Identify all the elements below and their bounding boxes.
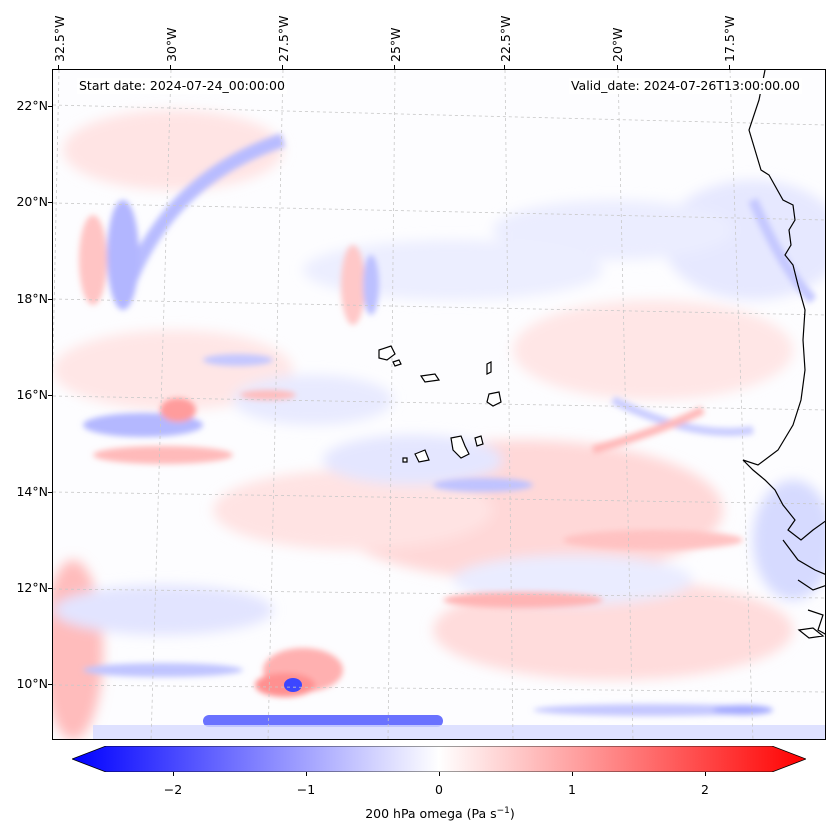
- lon-tick-label: 22.5°W: [498, 15, 513, 62]
- colorbar-tick-mark: [705, 772, 706, 776]
- colorbar-tick-mark: [439, 772, 440, 776]
- colorbar-tick-label: 1: [568, 782, 576, 797]
- lat-tick-label: 14°N: [16, 484, 48, 499]
- colorbar-tick-mark: [306, 772, 307, 776]
- lon-tick-mark: [504, 65, 505, 69]
- omega-sharp-features: [79, 133, 817, 716]
- omega-field-map: [53, 70, 825, 739]
- coastline: [742, 70, 825, 635]
- colorbar-title-exponent: −1: [496, 806, 510, 816]
- lat-tick-label: 20°N: [16, 194, 48, 209]
- lat-tick-label: 22°N: [16, 98, 48, 113]
- lon-tick-label: 27.5°W: [276, 15, 291, 62]
- colorbar-tick-label: −2: [163, 782, 183, 797]
- lat-tick-label: 18°N: [16, 291, 48, 306]
- valid-date-label: Valid_date: 2024-07-26T13:00:00.00: [568, 78, 802, 94]
- lat-tick-label: 10°N: [16, 676, 48, 691]
- strong-ascent-spot: [284, 678, 302, 692]
- colorbar-tick-label: 2: [701, 782, 709, 797]
- lon-tick-label: 30°W: [164, 27, 179, 62]
- ascent-band-south: [203, 715, 443, 727]
- colorbar-tick-mark: [173, 772, 174, 776]
- lon-tick-mark: [617, 65, 618, 69]
- lat-tick-mark: [48, 299, 52, 300]
- lon-tick-mark: [58, 65, 59, 69]
- map-panel[interactable]: [52, 69, 826, 740]
- start-date-label: Start date: 2024-07-24_00:00:00: [77, 78, 287, 94]
- lat-tick-mark: [48, 492, 52, 493]
- colorbar-tick-label: −1: [296, 782, 316, 797]
- lon-tick-label: 32.5°W: [52, 15, 67, 62]
- colorbar-tick-mark: [572, 772, 573, 776]
- colorbar-tick-label: 0: [435, 782, 443, 797]
- lon-tick-mark: [729, 65, 730, 69]
- colorbar-title-main: 200 hPa omega (Pa s: [365, 806, 497, 822]
- colorbar-title: 200 hPa omega (Pa s−1): [0, 806, 837, 821]
- colorbar-title-end: ): [509, 806, 515, 822]
- lon-tick-label: 20°W: [610, 27, 625, 62]
- lon-tick-label: 17.5°W: [722, 15, 737, 62]
- omega-diffuse-patches: [53, 110, 825, 739]
- lon-tick-mark: [282, 65, 283, 69]
- lat-tick-mark: [48, 202, 52, 203]
- colorbar: [72, 746, 806, 772]
- lat-tick-mark: [48, 106, 52, 107]
- lat-tick-label: 16°N: [16, 387, 48, 402]
- lat-tick-mark: [48, 684, 52, 685]
- lat-tick-mark: [48, 395, 52, 396]
- lat-tick-label: 12°N: [16, 580, 48, 595]
- lat-tick-mark: [48, 588, 52, 589]
- lon-tick-label: 25°W: [388, 27, 403, 62]
- colorbar-ramp: [72, 746, 806, 772]
- cape-verde-islands: [378, 345, 825, 639]
- lon-tick-mark: [170, 65, 171, 69]
- graticule: [53, 70, 825, 739]
- lon-tick-mark: [394, 65, 395, 69]
